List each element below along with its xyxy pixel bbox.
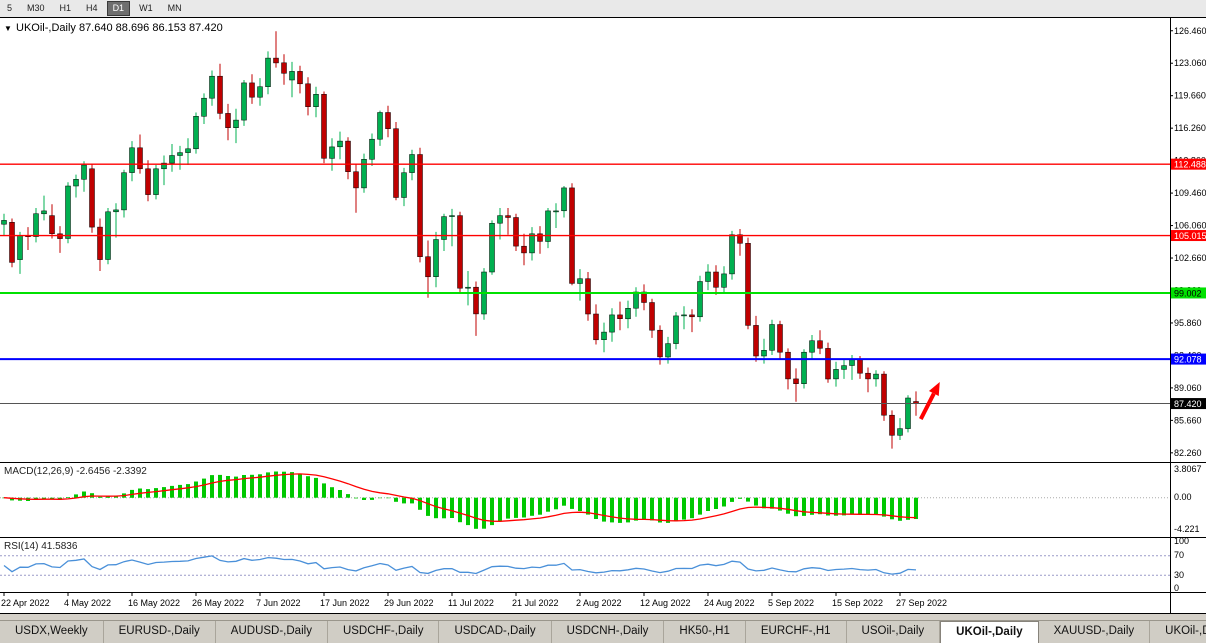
date-axis-label: 27 Sep 2022 [896,598,947,608]
price-badge-87.420: 87.420 [1171,398,1206,410]
chart-tab-4-usdcaddaily[interactable]: USDCAD-,Daily [439,621,552,643]
macd-histogram [2,471,918,529]
date-axis-label: 4 May 2022 [64,598,111,608]
rsi-axis-label-0: 0 [1174,583,1179,593]
date-axis-label: 15 Sep 2022 [832,598,883,608]
svg-text:99.002: 99.002 [1174,288,1202,298]
price-axis-label: 85.660 [1174,415,1202,425]
rsi-axis-label-30: 30 [1174,570,1184,580]
date-axis-label: 5 Sep 2022 [768,598,814,608]
rsi-axis-label-100: 100 [1174,536,1189,546]
price-axis-label: 126.460 [1174,26,1206,36]
date-axis-label: 7 Jun 2022 [256,598,301,608]
chart-tab-10-xauusddaily[interactable]: XAUUSD-,Daily [1039,621,1151,643]
rsi-line [3,555,917,575]
price-axis-label: 95.860 [1174,318,1202,328]
price-axis-label: 102.660 [1174,253,1206,263]
chart-tab-1-eurusddaily[interactable]: EURUSD-,Daily [104,621,216,643]
chart-tab-6-hk50h1[interactable]: HK50-,H1 [664,621,746,643]
candlesticks [1,31,919,449]
trend-arrow-annotation[interactable] [919,381,940,420]
window-chrome-strip [0,614,1206,620]
chart-tab-7-eurchfh1[interactable]: EURCHF-,H1 [746,621,847,643]
chart-tab-2-audusddaily[interactable]: AUDUSD-,Daily [216,621,328,643]
chart-tab-9-ukoildaily[interactable]: UKOil-,Daily [940,621,1039,643]
chart-tab-11-ukoildaily[interactable]: UKOil-,Daily [1150,621,1206,643]
price-badge-112.488: 112.488 [1171,158,1206,170]
timeframe-button-w1[interactable]: W1 [139,3,153,13]
timeframe-button-h4[interactable]: H4 [86,3,98,13]
timeframe-button-5[interactable]: 5 [7,3,13,13]
price-axis-label: 123.060 [1174,58,1206,68]
price-axis-label: 116.260 [1174,123,1206,133]
timeframe-toolbar: 5 M30 H1 H4 D1 W1 MN [0,0,1206,17]
date-axis-label: 2 Aug 2022 [576,598,622,608]
chart-background [0,17,1206,613]
date-axis-label: 12 Aug 2022 [640,598,691,608]
macd-signal-line [3,473,917,522]
collapse-triangle-icon[interactable]: ▼ [4,24,12,33]
date-axis-label: 11 Jul 2022 [448,598,494,608]
price-axis-label: 82.260 [1174,448,1202,458]
price-badge-105.015: 105.015 [1171,230,1206,242]
date-axis-label: 24 Aug 2022 [704,598,755,608]
chart-tab-8-usoildaily[interactable]: USOil-,Daily [847,621,941,643]
price-badge-99.002: 99.002 [1171,287,1206,299]
price-axis-label: 89.060 [1174,383,1202,393]
date-axis-label: 22 Apr 2022 [1,598,50,608]
chart-tab-0-usdxweekly[interactable]: USDX,Weekly [0,621,104,643]
date-axis-label: 29 Jun 2022 [384,598,434,608]
date-axis-label: 21 Jul 2022 [512,598,559,608]
timeframe-button-d1[interactable]: D1 [106,1,131,16]
price-axis-label: 109.460 [1174,188,1206,198]
date-axis-label: 16 May 2022 [128,598,180,608]
macd-axis-label-zero: 0.00 [1174,492,1192,502]
chart-tab-3-usdchfdaily[interactable]: USDCHF-,Daily [328,621,440,643]
price-badge-92.078: 92.078 [1171,353,1206,365]
chart-tab-5-usdcnhdaily[interactable]: USDCNH-,Daily [552,621,665,643]
rsi-label: RSI(14) 41.5836 [4,541,78,552]
macd-axis-label-min: -4.221 [1174,524,1200,534]
rsi-axis-label-70: 70 [1174,550,1184,560]
date-axis-label: 17 Jun 2022 [320,598,370,608]
macd-label: MACD(12,26,9) -2.6456 -2.3392 [4,466,147,477]
svg-text:105.015: 105.015 [1174,231,1206,241]
price-axis-label: 106.060 [1174,221,1206,231]
chart-symbol-info: UKOil-,Daily 87.640 88.696 86.153 87.420 [16,22,223,34]
svg-text:87.420: 87.420 [1174,399,1202,409]
timeframe-button-h1[interactable]: H1 [59,3,72,13]
timeframe-button-m30[interactable]: M30 [27,3,45,13]
date-axis-label: 26 May 2022 [192,598,244,608]
macd-axis-label-max: 3.8067 [1174,464,1202,474]
timeframe-button-mn[interactable]: MN [167,3,182,13]
price-axis-label: 119.660 [1174,91,1206,101]
chart-tabs-bar: USDX,Weekly EURUSD-,Daily AUDUSD-,Daily USD… [0,620,1206,643]
svg-text:112.488: 112.488 [1174,160,1206,170]
svg-text:92.078: 92.078 [1174,355,1202,365]
